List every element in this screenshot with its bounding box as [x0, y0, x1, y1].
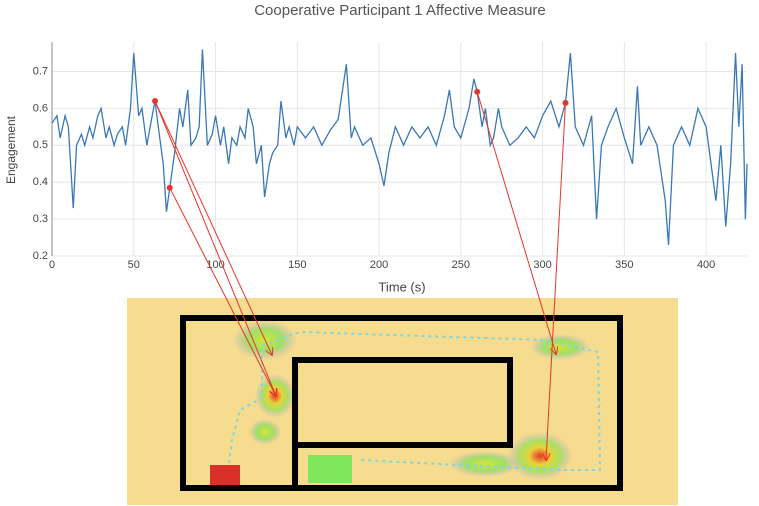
heat-spot: [508, 432, 572, 480]
highlight-point: [562, 99, 569, 106]
heat-spot: [249, 419, 281, 445]
chart-title: Cooperative Participant 1 Affective Meas…: [254, 2, 546, 19]
y-tick-label: 0.7: [33, 65, 48, 77]
goal: [308, 455, 352, 483]
x-tick-label: 350: [615, 259, 633, 271]
y-tick-label: 0.4: [33, 176, 48, 188]
y-tick-label: 0.5: [33, 139, 48, 151]
highlight-point: [474, 88, 481, 95]
link-arrow: [476, 91, 556, 354]
highlight-point: [166, 184, 173, 191]
x-tick-label: 0: [49, 259, 55, 271]
x-tick-label: 250: [452, 259, 470, 271]
link-arrow: [546, 102, 566, 460]
x-tick-label: 50: [128, 259, 140, 271]
x-tick-label: 150: [288, 259, 306, 271]
heat-spot: [255, 374, 295, 418]
link-arrow: [169, 187, 276, 396]
y-axis-label: Engagement: [4, 115, 18, 184]
x-tick-label: 200: [370, 259, 388, 271]
trajectory: [227, 330, 602, 471]
link-arrow: [154, 100, 276, 396]
inner-wall: [292, 357, 513, 448]
y-tick-label: 0.3: [33, 213, 48, 225]
highlight-point: [152, 98, 159, 105]
x-tick-label: 400: [697, 259, 715, 271]
heat-spot: [449, 451, 521, 477]
x-axis-label: Time (s): [378, 279, 425, 294]
heat-spot: [530, 334, 590, 360]
link-arrow: [154, 100, 272, 355]
robot: [210, 465, 240, 485]
line: [51, 49, 748, 245]
map: [127, 298, 678, 505]
outer-wall: [180, 315, 623, 491]
y-tick-label: 0.6: [33, 102, 48, 114]
map-background: [127, 298, 678, 505]
x-tick-label: 300: [533, 259, 551, 271]
y-tick-label: 0.2: [33, 250, 48, 262]
